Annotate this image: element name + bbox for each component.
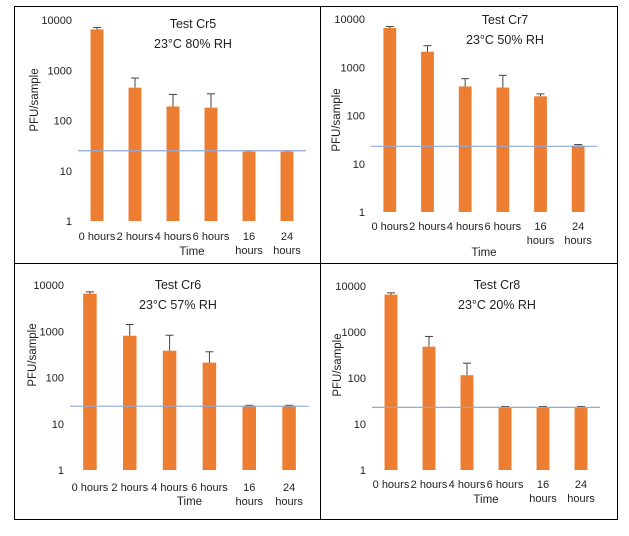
- chart-subtitle: 23°C 20% RH: [458, 298, 536, 312]
- x-tick-label: 4 hours: [151, 482, 188, 494]
- chart-subtitle: 23°C 80% RH: [154, 37, 232, 51]
- x-tick-label: 4 hours: [447, 221, 484, 233]
- x-axis-label: Time: [471, 247, 496, 259]
- x-tick-label: 24 hours: [564, 221, 592, 247]
- y-tick-label: 1000: [48, 65, 72, 77]
- x-axis-label: Time: [177, 496, 202, 508]
- bar: [202, 362, 217, 470]
- x-tick-label: 2 hours: [411, 479, 448, 491]
- y-tick-label: 100: [46, 373, 64, 385]
- chart-subtitle: 23°C 50% RH: [466, 33, 544, 47]
- y-tick-label: 10000: [334, 14, 365, 26]
- bar: [384, 294, 398, 470]
- bar: [242, 406, 257, 470]
- x-tick-label: 16 hours: [235, 231, 263, 257]
- x-tick-label: 24 hours: [273, 231, 301, 257]
- bar: [280, 151, 294, 221]
- bar: [204, 107, 218, 221]
- x-tick-label: 4 hours: [155, 231, 192, 243]
- bar: [460, 375, 474, 470]
- chart-cr5: 1 10 100 1000 10000 0 hours 2 hours 4 hours 6 ho…: [29, 15, 306, 258]
- y-tick-label: 10: [52, 419, 64, 431]
- chart-cr8: 1 10 100 1000 10000 0 hours 2 hours 4 hours 6 ho…: [332, 278, 600, 506]
- y-tick-label: 10000: [335, 281, 366, 293]
- bar: [496, 87, 510, 212]
- x-tick-label: 16 hours: [527, 221, 555, 247]
- x-tick-label: 2 hours: [409, 221, 446, 233]
- y-tick-label: 100: [348, 373, 366, 385]
- y-axis-label: PFU/sample: [332, 333, 344, 396]
- y-tick-label: 1000: [342, 327, 366, 339]
- bar: [83, 293, 97, 470]
- x-tick-label: 16 hours: [235, 482, 263, 508]
- chart-title: Test Cr6: [155, 278, 202, 292]
- bar: [458, 86, 472, 212]
- x-tick-label: 0 hours: [371, 221, 408, 233]
- y-axis-label: PFU/sample: [331, 88, 343, 151]
- y-tick-label: 10: [354, 419, 366, 431]
- y-tick-label: 100: [347, 111, 365, 123]
- bar: [536, 407, 550, 470]
- y-axis-label: PFU/sample: [27, 323, 39, 386]
- bar: [498, 407, 512, 470]
- x-tick-label: 2 hours: [111, 482, 148, 494]
- y-tick-label: 1: [66, 216, 72, 228]
- y-tick-label: 10000: [41, 15, 72, 27]
- bar: [90, 29, 104, 221]
- x-tick-label: 6 hours: [487, 479, 524, 491]
- x-tick-label: 0 hours: [79, 231, 116, 243]
- y-tick-label: 10: [353, 159, 365, 171]
- x-axis-label: Time: [179, 246, 204, 258]
- x-axis-label: Time: [473, 494, 498, 506]
- bar: [422, 346, 436, 470]
- bar: [128, 87, 142, 221]
- x-tick-label: 0 hours: [373, 479, 410, 491]
- bar: [162, 350, 177, 470]
- x-tick-label: 4 hours: [449, 479, 486, 491]
- x-tick-label: 0 hours: [72, 482, 109, 494]
- bar: [574, 407, 588, 470]
- bar: [383, 28, 397, 212]
- x-tick-label: 24 hours: [567, 479, 595, 505]
- chart-subtitle: 23°C 57% RH: [139, 298, 217, 312]
- chart-title: Test Cr8: [474, 278, 521, 292]
- bar: [282, 406, 296, 470]
- y-tick-label: 10000: [33, 280, 64, 292]
- bar: [571, 145, 585, 212]
- y-tick-label: 10: [60, 166, 72, 178]
- bar: [242, 151, 256, 221]
- chart-cr7: 1 10 100 1000 10000 0 hours 2 hours 4 hours 6 ho…: [331, 13, 597, 259]
- y-tick-label: 1: [359, 207, 365, 219]
- y-tick-label: 100: [54, 116, 72, 128]
- y-tick-label: 1000: [40, 326, 64, 338]
- x-tick-label: 6 hours: [484, 221, 521, 233]
- bar: [166, 106, 180, 221]
- chart-cr6: 1 10 100 1000 10000 0 hours 2 hours 4 hours 6 ho…: [27, 278, 309, 508]
- x-tick-label: 2 hours: [117, 231, 154, 243]
- chart-title: Test Cr5: [170, 17, 217, 31]
- bar: [421, 51, 434, 213]
- x-tick-label: 6 hours: [193, 231, 230, 243]
- x-tick-label: 24 hours: [275, 482, 303, 508]
- bar: [534, 96, 547, 212]
- bar: [122, 335, 137, 470]
- y-tick-label: 1: [360, 465, 366, 477]
- chart-title: Test Cr7: [482, 13, 529, 27]
- x-tick-label: 16 hours: [529, 479, 557, 505]
- panel-frame-4: [320, 263, 618, 520]
- y-tick-label: 1: [58, 465, 64, 477]
- y-tick-label: 1000: [341, 62, 365, 74]
- y-axis-label: PFU/sample: [29, 68, 41, 131]
- x-tick-label: 6 hours: [191, 482, 228, 494]
